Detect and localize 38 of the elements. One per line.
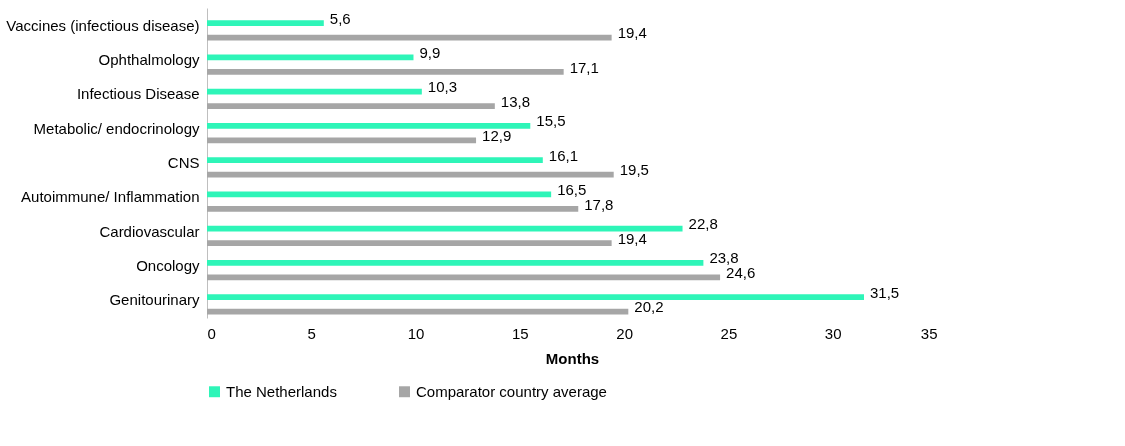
data-label: 19,4 <box>617 229 647 247</box>
x-tick-label: 5 <box>307 324 316 342</box>
y-tick-label: Oncology <box>136 256 200 274</box>
x-tick-label: 15 <box>512 324 529 342</box>
data-label: 20,2 <box>634 298 664 316</box>
x-tick-label: 0 <box>207 324 216 342</box>
data-label: 13,8 <box>500 92 531 110</box>
x-axis-title: Months <box>545 349 600 367</box>
x-tick-label: 20 <box>616 324 633 342</box>
x-tick-label: 25 <box>720 324 738 342</box>
legend-label: Comparator country average <box>416 382 607 400</box>
data-label: 10,3 <box>427 78 458 96</box>
y-tick-label: Genitourinary <box>109 291 200 309</box>
x-tick-label: 30 <box>824 324 842 342</box>
data-label: 17,8 <box>584 195 614 213</box>
data-label: 17,1 <box>569 58 599 76</box>
data-label: 31,5 <box>870 283 900 301</box>
data-label: 9,9 <box>419 43 441 61</box>
data-label: 23,8 <box>709 249 739 267</box>
x-tick-label: 35 <box>920 324 938 342</box>
y-tick-label: CNS <box>167 154 200 171</box>
y-tick-label: Vaccines (infectious disease) <box>6 16 200 34</box>
data-label: 15,5 <box>536 112 566 130</box>
data-label: 19,4 <box>617 24 647 42</box>
legend-label: The Netherlands <box>226 382 337 400</box>
y-tick-label: Metabolic/ endocrinology <box>33 119 200 137</box>
y-tick-label: Infectious Disease <box>76 85 200 103</box>
data-label: 12,9 <box>482 127 512 145</box>
data-label: 16,5 <box>557 180 587 198</box>
y-tick-label: Ophthalmology <box>98 51 200 69</box>
y-tick-label: Cardiovascular <box>99 222 200 240</box>
data-label: 24,6 <box>726 264 756 282</box>
data-label: 19,5 <box>619 161 649 179</box>
x-tick-label: 10 <box>407 324 425 342</box>
y-tick-label: Autoimmune/ Inflammation <box>21 188 200 206</box>
data-label: 5,6 <box>329 9 351 27</box>
data-label: 16,1 <box>548 146 578 164</box>
data-label: 22,8 <box>688 215 718 233</box>
